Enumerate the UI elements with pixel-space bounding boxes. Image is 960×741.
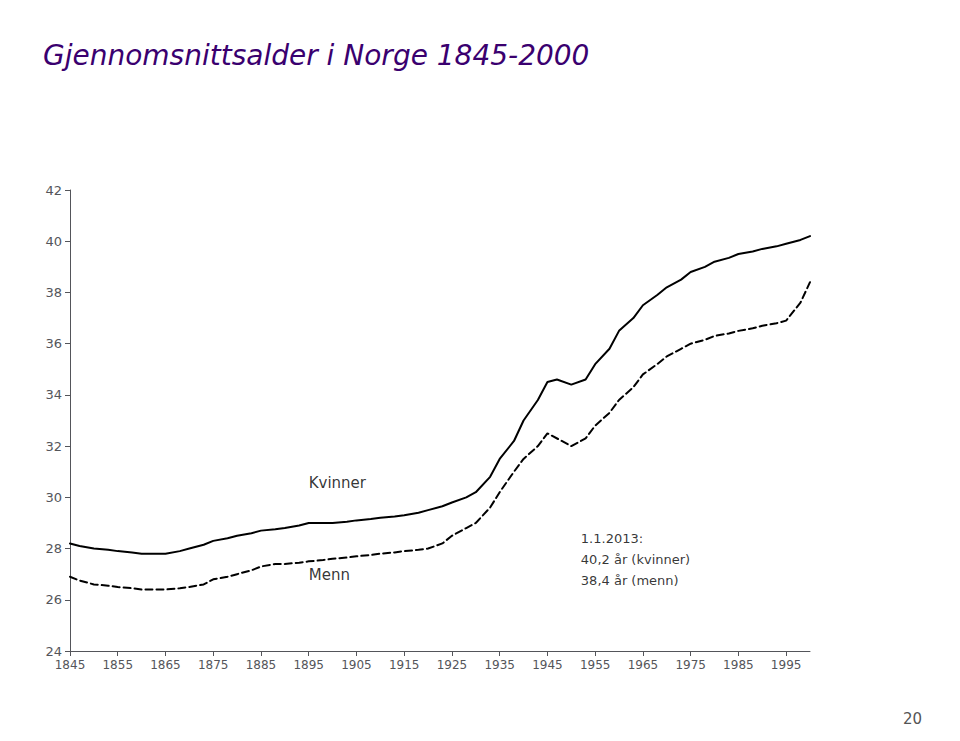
svg-text:1935: 1935 — [484, 658, 515, 672]
svg-text:1865: 1865 — [150, 658, 181, 672]
svg-text:1965: 1965 — [628, 658, 659, 672]
svg-text:1905: 1905 — [341, 658, 372, 672]
svg-text:Kvinner: Kvinner — [309, 474, 367, 492]
svg-text:1975: 1975 — [675, 658, 706, 672]
svg-text:42: 42 — [45, 183, 62, 198]
svg-text:32: 32 — [45, 439, 62, 454]
svg-text:38,4 år (menn): 38,4 år (menn) — [581, 573, 679, 588]
svg-text:1945: 1945 — [532, 658, 563, 672]
svg-text:1.1.2013:: 1.1.2013: — [581, 531, 643, 546]
svg-text:1995: 1995 — [771, 658, 802, 672]
svg-text:1925: 1925 — [437, 658, 468, 672]
svg-text:1875: 1875 — [198, 658, 229, 672]
svg-text:1855: 1855 — [102, 658, 133, 672]
svg-text:1955: 1955 — [580, 658, 611, 672]
svg-text:34: 34 — [45, 387, 62, 402]
svg-text:Gjennomsnittsalder i Norge 184: Gjennomsnittsalder i Norge 1845-2000 — [43, 39, 589, 72]
svg-text:1885: 1885 — [246, 658, 277, 672]
svg-text:1985: 1985 — [723, 658, 754, 672]
svg-text:1915: 1915 — [389, 658, 420, 672]
svg-text:28: 28 — [45, 541, 62, 556]
svg-text:40,2 år (kvinner): 40,2 år (kvinner) — [581, 552, 690, 567]
svg-text:38: 38 — [45, 285, 62, 300]
svg-text:30: 30 — [45, 490, 62, 505]
svg-text:1845: 1845 — [55, 658, 86, 672]
svg-text:26: 26 — [45, 592, 62, 607]
svg-text:36: 36 — [45, 336, 62, 351]
svg-text:20: 20 — [903, 710, 922, 728]
svg-text:1895: 1895 — [293, 658, 324, 672]
svg-text:40: 40 — [45, 234, 62, 249]
svg-text:24: 24 — [45, 644, 62, 659]
svg-text:Menn: Menn — [309, 566, 350, 584]
